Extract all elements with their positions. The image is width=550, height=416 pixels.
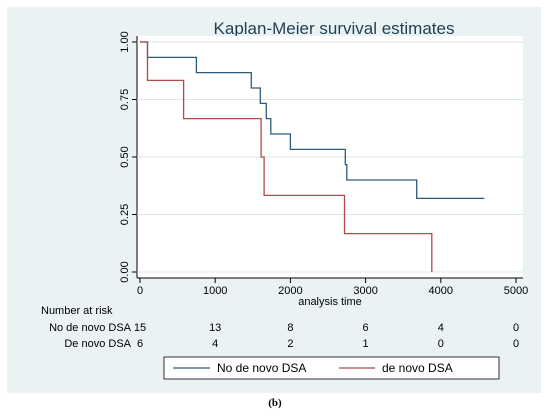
chart-title: Kaplan-Meier survival estimates	[214, 19, 455, 38]
risk-count: 0	[513, 338, 519, 350]
risk-count: 0	[513, 322, 519, 334]
x-tick-label: 5000	[504, 285, 528, 297]
risk-count: 13	[209, 322, 221, 334]
x-tick-label: 3000	[353, 285, 377, 297]
figure-caption: (b)	[268, 397, 282, 409]
legend-box	[163, 356, 500, 380]
x-axis-title: analysis time	[298, 296, 362, 308]
risk-count: 2	[287, 338, 293, 350]
kaplan-meier-chart: Kaplan-Meier survival estimates 0.00 0.25 0…	[41, 19, 528, 380]
risk-table-row-label: No de novo DSA	[49, 322, 132, 334]
y-tick-label: 1.00	[119, 31, 131, 52]
risk-count: 8	[287, 322, 293, 334]
risk-count: 6	[363, 322, 369, 334]
risk-table-row-label: De novo DSA	[64, 338, 131, 350]
legend-label-no-de-novo-dsa: No de novo DSA	[217, 361, 306, 375]
risk-count: 1	[363, 338, 369, 350]
survival-curve-no-de-novo-dsa	[140, 41, 485, 200]
risk-count: 6	[137, 338, 143, 350]
x-tick-label: 4000	[429, 285, 453, 297]
legend-label-de-novo-dsa: de novo DSA	[382, 361, 453, 375]
survival-curve-de-novo-dsa	[140, 41, 433, 272]
y-tick-label: 0.00	[119, 261, 131, 282]
risk-count: 15	[134, 322, 146, 334]
risk-count: 0	[438, 338, 444, 350]
x-tick-label: 0	[137, 285, 143, 297]
figure-panel: Kaplan-Meier survival estimates 0.00 0.25 0…	[7, 7, 541, 393]
x-tick-label: 2000	[278, 285, 302, 297]
risk-table-header: Number at risk	[41, 305, 113, 317]
risk-count: 4	[212, 338, 218, 350]
y-tick-label: 0.25	[119, 204, 131, 225]
risk-count: 4	[438, 322, 444, 334]
y-tick-label: 0.50	[119, 146, 131, 167]
y-tick-label: 0.75	[119, 89, 131, 110]
x-tick-label: 1000	[203, 285, 227, 297]
